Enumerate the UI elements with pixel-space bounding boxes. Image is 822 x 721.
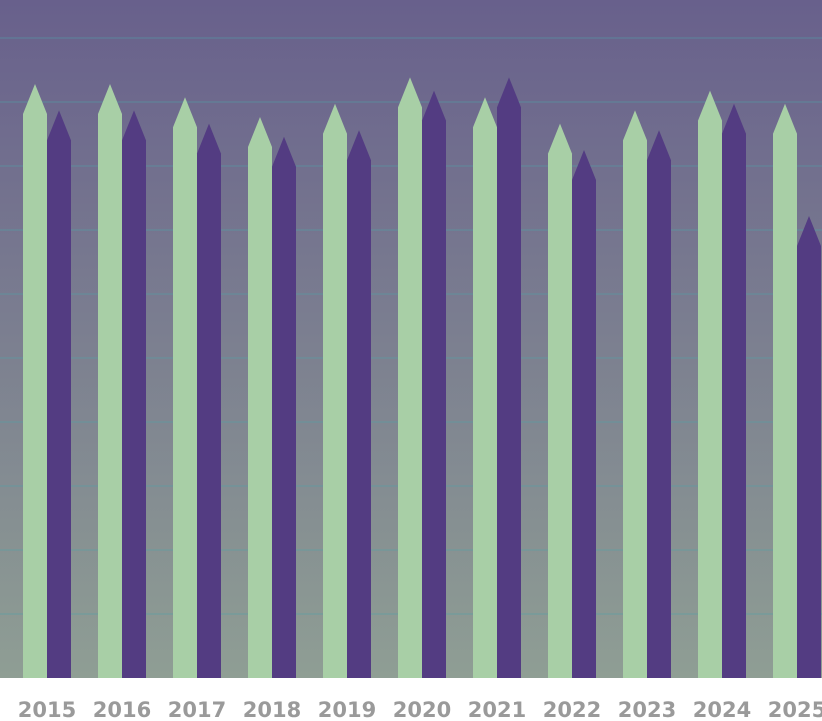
bars xyxy=(23,77,821,679)
bar-2025-series-1 xyxy=(773,103,797,679)
bar-2025-series-2 xyxy=(797,216,821,678)
x-tick-label: 2019 xyxy=(318,698,376,721)
x-tick-label: 2015 xyxy=(18,698,76,721)
bar-2019-series-2 xyxy=(347,130,371,678)
bar-2021-series-2 xyxy=(497,77,521,678)
bar-2016-series-2 xyxy=(122,110,146,678)
bar-2017-series-2 xyxy=(197,123,221,679)
bar-2019-series-1 xyxy=(323,103,347,679)
bar-2024-series-1 xyxy=(698,90,722,679)
bar-2022-series-2 xyxy=(572,150,596,678)
bar-2017-series-1 xyxy=(173,97,197,678)
bar-2020-series-1 xyxy=(398,77,422,678)
bar-2024-series-2 xyxy=(722,103,746,679)
bar-2023-series-2 xyxy=(647,130,671,678)
bar-2020-series-2 xyxy=(422,90,446,679)
bar-2018-series-1 xyxy=(248,117,272,678)
bar-2021-series-1 xyxy=(473,97,497,678)
bar-2015-series-1 xyxy=(23,84,47,678)
x-tick-label: 2016 xyxy=(93,698,151,721)
bar-2023-series-1 xyxy=(623,110,647,678)
x-tick-label: 2025 xyxy=(768,698,822,721)
bar-2015-series-2 xyxy=(47,110,71,678)
x-tick-label: 2024 xyxy=(693,698,751,721)
bar-2016-series-1 xyxy=(98,84,122,678)
x-tick-label: 2017 xyxy=(168,698,226,721)
x-tick-label: 2020 xyxy=(393,698,451,721)
x-tick-label: 2022 xyxy=(543,698,601,721)
bar-2022-series-1 xyxy=(548,123,572,679)
x-tick-label: 2023 xyxy=(618,698,676,721)
x-axis-tick-labels: 2015 2016 2017 2018 2019 2020 2021 2022 2023 2024… xyxy=(18,698,822,721)
bar-2018-series-2 xyxy=(272,136,296,679)
x-tick-label: 2021 xyxy=(468,698,526,721)
x-tick-label: 2018 xyxy=(243,698,301,721)
